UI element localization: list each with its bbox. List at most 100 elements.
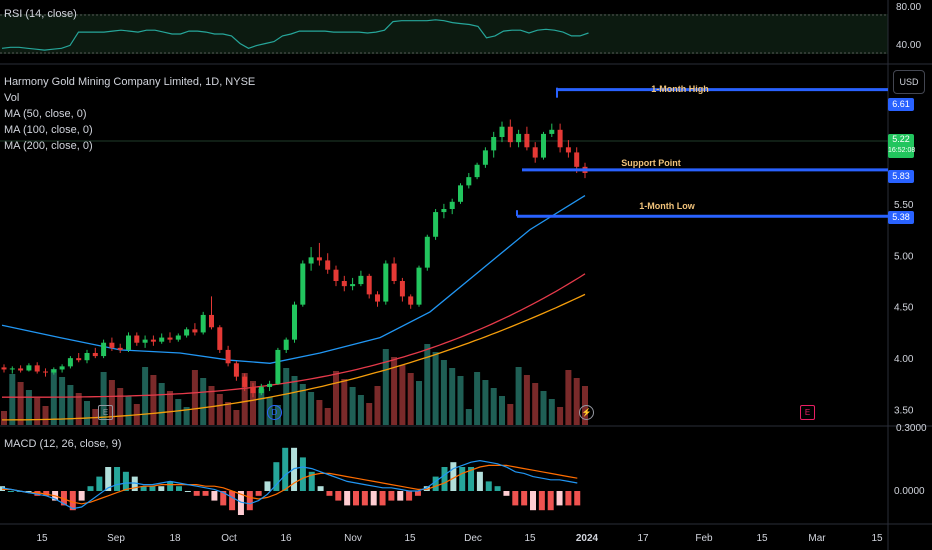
macd-histogram-bar bbox=[273, 462, 280, 491]
indicator-vol: Vol bbox=[4, 92, 20, 104]
candle-body bbox=[109, 342, 115, 348]
macd-histogram-bar bbox=[530, 491, 536, 511]
candle-body bbox=[233, 363, 239, 377]
currency-button[interactable]: USD bbox=[893, 70, 925, 94]
macd-histogram-bar bbox=[308, 471, 315, 491]
macd-histogram-bar bbox=[7, 491, 14, 492]
macd-histogram-bar bbox=[78, 491, 85, 501]
candle-body bbox=[399, 281, 405, 297]
candle-body bbox=[565, 147, 571, 153]
annotation-1-month-high: 1-Month High bbox=[651, 84, 709, 94]
macd-histogram-bar bbox=[441, 467, 448, 491]
time-axis-label: 16 bbox=[280, 533, 292, 544]
symbol-title: Harmony Gold Mining Company Limited, 1D,… bbox=[4, 76, 256, 88]
candle-body bbox=[549, 129, 555, 134]
candle-body bbox=[366, 275, 372, 295]
earnings-icon[interactable]: E bbox=[800, 405, 815, 420]
macd-histogram-bar bbox=[547, 491, 554, 511]
volume-bar bbox=[465, 409, 472, 425]
candle-body bbox=[449, 201, 455, 209]
candle-body bbox=[316, 257, 322, 261]
macd-line bbox=[1, 459, 578, 510]
macd-histogram-bar bbox=[344, 491, 351, 506]
volume-bar bbox=[183, 407, 190, 425]
earnings-icon[interactable]: E bbox=[98, 405, 113, 420]
time-axis-label: 17 bbox=[637, 533, 649, 544]
volume-bar bbox=[391, 357, 398, 425]
volume-bar bbox=[540, 391, 547, 425]
macd-histogram-bar bbox=[565, 491, 572, 506]
candle-body bbox=[557, 129, 563, 148]
candle-body bbox=[242, 376, 248, 387]
current-price-countdown: 16:52:08 bbox=[888, 147, 916, 154]
macd-axis-top: 0.3000 bbox=[896, 423, 927, 434]
macd-histogram-bar bbox=[485, 481, 492, 491]
volume-bar bbox=[17, 382, 24, 425]
volume-bar bbox=[532, 383, 539, 425]
candle-body bbox=[175, 335, 181, 340]
candle-body bbox=[167, 337, 173, 340]
candle-body bbox=[416, 267, 422, 305]
macd-histogram-bar bbox=[388, 491, 395, 501]
volume-bar bbox=[366, 403, 373, 425]
time-axis-label: 2024 bbox=[576, 533, 599, 544]
time-axis-label: 15 bbox=[404, 533, 416, 544]
macd-histogram-bar bbox=[282, 447, 289, 491]
volume-bar bbox=[333, 371, 339, 425]
candle-body bbox=[217, 327, 223, 350]
macd-histogram-bar bbox=[122, 471, 129, 491]
dividend-icon[interactable]: D bbox=[267, 405, 282, 420]
candle-body bbox=[142, 339, 148, 343]
volume-bar bbox=[482, 380, 489, 425]
macd-histogram-bar bbox=[246, 491, 253, 511]
indicator-ma100: MA (100, close, 0) bbox=[4, 124, 93, 136]
volume-bar bbox=[9, 374, 16, 425]
macd-histogram-bar bbox=[229, 491, 236, 511]
volume-bar bbox=[374, 386, 381, 425]
macd-histogram-bar bbox=[291, 447, 298, 491]
support-price-tag: 5.83 bbox=[888, 170, 914, 183]
ma100-line bbox=[2, 273, 586, 398]
volume-bar bbox=[440, 360, 447, 425]
annotation-support-point: Support Point bbox=[621, 158, 681, 168]
time-axis-label: 18 bbox=[169, 533, 181, 544]
volume-bar bbox=[299, 384, 306, 425]
candle-body bbox=[192, 329, 198, 333]
candle-body bbox=[292, 304, 297, 340]
candle-body bbox=[507, 126, 513, 143]
candle-body bbox=[67, 358, 73, 367]
candle-body bbox=[92, 353, 98, 357]
volume-bar bbox=[167, 391, 173, 425]
time-axis-label: Nov bbox=[344, 533, 362, 544]
time-axis-label: 15 bbox=[524, 533, 536, 544]
macd-histogram-bar bbox=[140, 486, 147, 491]
volume-bar bbox=[407, 373, 414, 425]
volume-bar bbox=[341, 379, 348, 425]
volume-bar bbox=[499, 396, 505, 425]
macd-histogram-bar bbox=[556, 491, 563, 506]
macd-histogram-bar bbox=[538, 491, 545, 511]
macd-histogram-bar bbox=[167, 481, 174, 491]
candle-body bbox=[267, 383, 273, 387]
macd-histogram-bar bbox=[105, 467, 112, 491]
volume-bar bbox=[125, 396, 132, 425]
volume-bar bbox=[349, 387, 356, 425]
price-axis-label: 5.00 bbox=[894, 251, 914, 262]
price-axis-label: 3.50 bbox=[894, 406, 914, 417]
volume-bar bbox=[573, 378, 580, 425]
indicator-ma50: MA (50, close, 0) bbox=[4, 108, 87, 120]
macd-histogram-bar bbox=[0, 486, 5, 491]
rsi-label: RSI (14, close) bbox=[4, 8, 77, 20]
candle-body bbox=[516, 133, 522, 143]
split-icon[interactable]: ⚡ bbox=[579, 405, 594, 420]
time-axis-label: Sep bbox=[107, 533, 125, 544]
macd-histogram-bar bbox=[43, 491, 50, 496]
candle-body bbox=[341, 281, 347, 287]
macd-histogram-bar bbox=[317, 486, 324, 491]
annotation-1-month-low: 1-Month Low bbox=[639, 201, 695, 211]
volume-bar bbox=[25, 390, 32, 425]
volume-bar bbox=[225, 402, 232, 425]
candle-body bbox=[333, 269, 339, 281]
macd-histogram-bar bbox=[211, 491, 218, 501]
